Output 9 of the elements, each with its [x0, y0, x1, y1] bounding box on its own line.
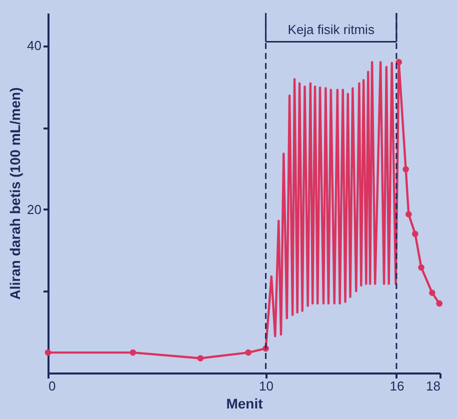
- y-tick-label: 20: [27, 202, 42, 217]
- x-axis-title: Menit: [226, 396, 264, 412]
- x-tick-label: 16: [390, 378, 404, 394]
- x-tick-label: 10: [259, 378, 274, 394]
- x-tick-label: 0: [48, 378, 56, 394]
- y-axis-title: Aliran darah betis (100 mL/men): [7, 87, 24, 300]
- annotation: Keja fisik ritmis: [288, 22, 375, 37]
- y-tick-label: 40: [27, 38, 42, 54]
- x-tick-label: 18: [426, 378, 440, 394]
